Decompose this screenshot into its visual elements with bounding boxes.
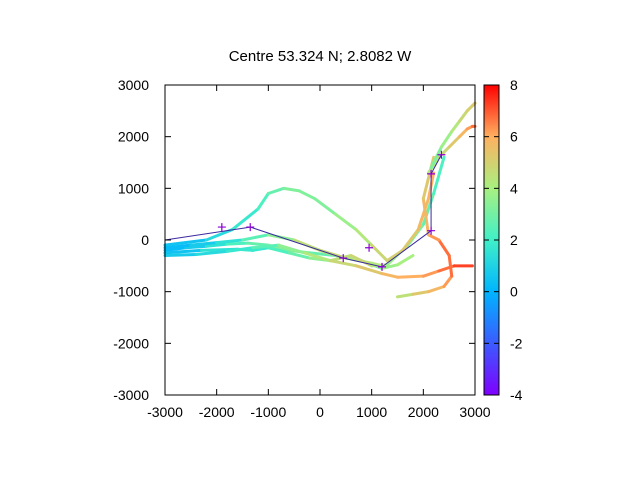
track-segment — [189, 241, 219, 247]
track-segment — [163, 238, 208, 247]
y-tick-label: 2000 — [118, 129, 149, 145]
track-segment — [303, 251, 332, 263]
track-segment — [163, 243, 193, 250]
chart-title: Centre 53.324 N; 2.8082 W — [229, 48, 412, 65]
track-segment — [396, 254, 415, 267]
track-segment — [334, 212, 358, 232]
waypoint-marker — [217, 223, 226, 232]
track-segment — [442, 274, 454, 288]
y-tick-label: -1000 — [113, 284, 149, 300]
waypoint-layer — [217, 150, 446, 271]
y-tick-label: 0 — [141, 232, 149, 248]
waypoint-marker — [427, 169, 436, 178]
track-segment — [163, 246, 188, 252]
track-segment — [215, 238, 244, 245]
x-tick-label: 1000 — [356, 404, 387, 420]
track-segment — [246, 241, 270, 247]
track-segment — [354, 228, 374, 247]
track-segment — [421, 269, 441, 278]
y-tick-label: 3000 — [118, 77, 149, 93]
waypoint-marker — [427, 226, 436, 235]
track-segment — [429, 145, 443, 170]
x-tick-label: -2000 — [199, 404, 235, 420]
track-segment — [370, 243, 389, 263]
x-axis: -3000 -2000 -1000 0 1000 2000 3000 — [147, 85, 491, 420]
x-tick-label: 3000 — [459, 404, 490, 420]
track-segment — [380, 272, 399, 279]
track-segment — [437, 238, 451, 257]
track-segment — [266, 246, 291, 255]
waypoint-marker — [378, 262, 386, 271]
colorbar-axis: -4 -2 0 2 4 6 8 — [484, 77, 523, 403]
track-segment — [184, 244, 208, 250]
colorbar-tick-label: 8 — [510, 77, 518, 93]
track-segment — [458, 109, 469, 123]
waypoint-marker — [365, 243, 374, 252]
y-tick-label: -2000 — [113, 335, 149, 351]
waypoint-marker — [437, 150, 446, 159]
colorbar-tick-label: 4 — [510, 180, 518, 196]
x-tick-label: -1000 — [250, 404, 286, 420]
track-4 — [163, 243, 474, 279]
track-segment — [204, 242, 229, 248]
track-segment — [450, 119, 461, 133]
track-segment — [447, 254, 454, 278]
colorbar-tick-label: 6 — [510, 129, 518, 145]
track-segment — [230, 207, 260, 232]
track-segment — [163, 248, 203, 255]
track-segment — [256, 192, 270, 211]
y-tick-label: 1000 — [118, 180, 149, 196]
track-segment — [204, 228, 234, 242]
track-segment — [163, 252, 198, 257]
track-segment — [277, 243, 306, 255]
track-segment — [313, 197, 337, 216]
track-segment — [380, 263, 399, 270]
colorbar-tick-label: 0 — [510, 284, 518, 300]
track-segment — [251, 246, 270, 252]
track-segment — [251, 243, 281, 250]
track-segment — [225, 241, 250, 246]
track-segment — [194, 249, 229, 256]
track-segment — [385, 248, 405, 263]
track-segment — [354, 264, 384, 276]
track-segment — [401, 228, 420, 252]
track-segment — [416, 197, 430, 232]
y-tick-label: -3000 — [113, 387, 149, 403]
x-tick-label: 2000 — [408, 404, 439, 420]
y-axis: -3000 -2000 -1000 0 1000 2000 3000 — [113, 77, 475, 403]
waypoint-marker — [246, 223, 255, 232]
track-segment — [396, 274, 425, 279]
colorbar-tick-label: 2 — [510, 232, 518, 248]
waypoint-marker — [339, 254, 348, 263]
track-segment — [432, 155, 446, 195]
track-segment — [427, 285, 446, 294]
track-segment — [266, 186, 286, 195]
track-segment — [458, 127, 469, 139]
x-tick-label: -3000 — [147, 404, 183, 420]
x-tick-label: 0 — [316, 404, 324, 420]
plot-frame — [164, 84, 476, 396]
track-segment — [297, 189, 317, 201]
track-segment — [282, 186, 301, 193]
track-segment — [328, 259, 358, 268]
track-segment — [439, 130, 454, 149]
track-segment — [427, 233, 441, 242]
track-segment — [421, 197, 430, 237]
track-segment — [396, 292, 415, 299]
tracks-layer — [163, 101, 477, 299]
track-segment — [447, 135, 461, 149]
colorbar-tick-label: -4 — [510, 387, 523, 403]
track-segment — [411, 290, 430, 296]
track-segment — [241, 233, 270, 242]
track-segment — [287, 251, 312, 260]
track-segment — [225, 246, 255, 253]
colorbar-tick-label: -2 — [510, 335, 523, 351]
